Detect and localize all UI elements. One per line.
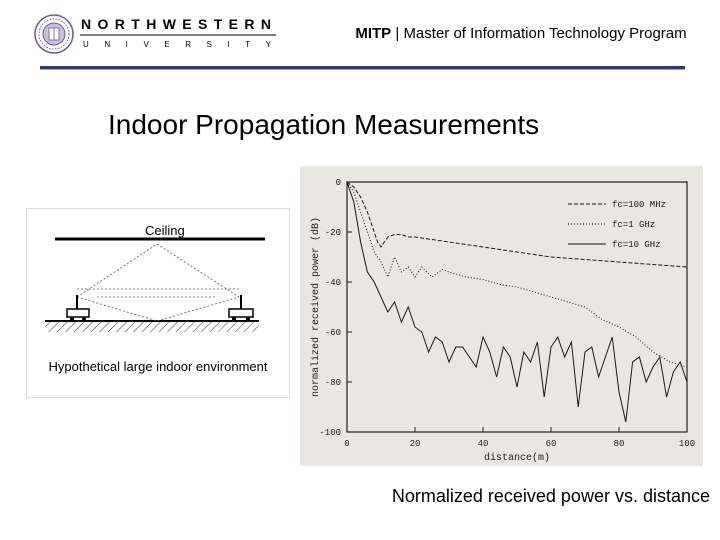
y-tick-label: -60 [325,328,341,338]
series-line-3 [346,181,688,423]
ceiling-label: Ceiling [145,223,185,238]
transmitter-antenna [66,295,90,321]
indoor-environment-diagram: Ceiling Hypothetical large indoor enviro… [26,208,290,398]
x-tick-label: 80 [614,439,625,449]
series-line-1 [346,181,688,268]
x-axis-label: distance(m) [484,452,550,464]
program-separator: | [391,25,404,42]
received-power-chart: 0 20 40 60 80 100 0 -20 -40 -60 -80 -100 distance(m)… [300,166,703,466]
x-tick-label: 20 [410,439,421,449]
y-tick-label: -20 [325,228,341,238]
y-axis-label: normalized received power (dB) [310,217,322,397]
legend-label-1: fc=100 MHz [612,200,666,210]
program-abbr: MITP [355,25,392,42]
x-tick-label: 40 [478,439,489,449]
legend-label-2: fc=1 GHz [612,220,655,230]
slide-title: Indoor Propagation Measurements [108,109,540,140]
plot-frame [346,181,688,433]
x-tick-label: 60 [546,439,557,449]
y-tick-label: 0 [336,178,341,188]
university-seal-logo [34,14,74,54]
receiver-antenna [228,295,254,321]
diagram-caption: Hypothetical large indoor environment [48,359,268,374]
floor-hatch [45,322,259,332]
chart-canvas: 0 20 40 60 80 100 0 -20 -40 -60 -80 -100 distance(m)… [310,178,695,464]
program-title: MITP | Master of Information Technology … [340,24,702,44]
y-tick-label: -80 [325,378,341,388]
propagation-sketch [45,237,265,332]
chart-caption: Normalized received power vs. distance [391,486,710,506]
header-divider [40,66,685,69]
x-tick-label: 100 [679,439,695,449]
university-name: NORTHWESTERN [81,16,271,32]
legend-label-3: fc=10 GHz [612,240,661,250]
ray-paths [76,243,240,322]
university-sub: UNIVERSITY [83,40,272,49]
y-tick-label: -100 [319,428,341,438]
program-name: Master of Information Technology Program [403,25,687,42]
university-wordmark: NORTHWESTERN UNIVERSITY [80,16,276,49]
y-tick-label: -40 [325,278,341,288]
x-tick-label: 0 [344,439,349,449]
header-divider-shadow [40,69,685,70]
